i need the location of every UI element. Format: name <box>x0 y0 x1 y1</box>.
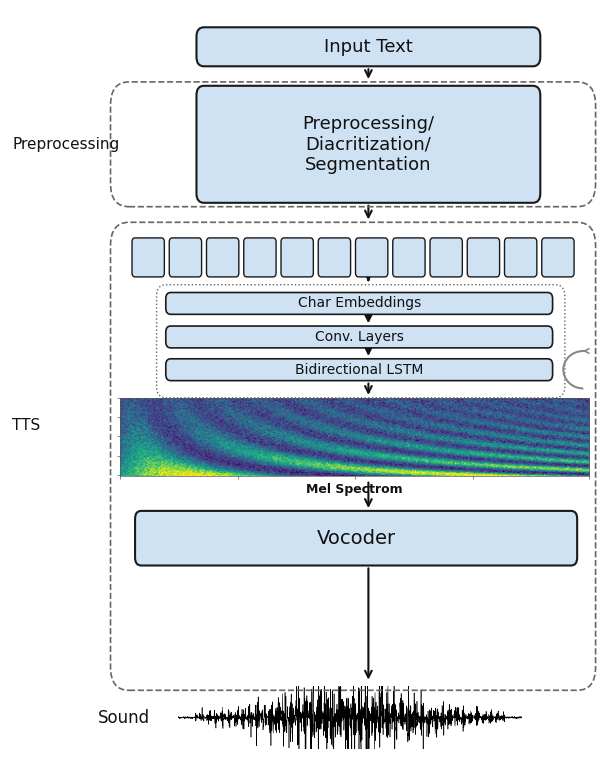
Text: Bidirectional LSTM: Bidirectional LSTM <box>295 363 424 377</box>
Text: TTS: TTS <box>12 417 41 433</box>
Text: Mel Spectrom: Mel Spectrom <box>306 484 403 496</box>
Text: Sound: Sound <box>98 708 150 727</box>
Text: Preprocessing: Preprocessing <box>12 136 120 152</box>
Text: Char Embeddings: Char Embeddings <box>298 296 421 310</box>
Text: Preprocessing/
Diacritization/
Segmentation: Preprocessing/ Diacritization/ Segmentat… <box>302 115 435 174</box>
Text: Conv. Layers: Conv. Layers <box>315 330 403 344</box>
Text: Vocoder: Vocoder <box>317 529 395 548</box>
Text: Input Text: Input Text <box>324 37 413 56</box>
